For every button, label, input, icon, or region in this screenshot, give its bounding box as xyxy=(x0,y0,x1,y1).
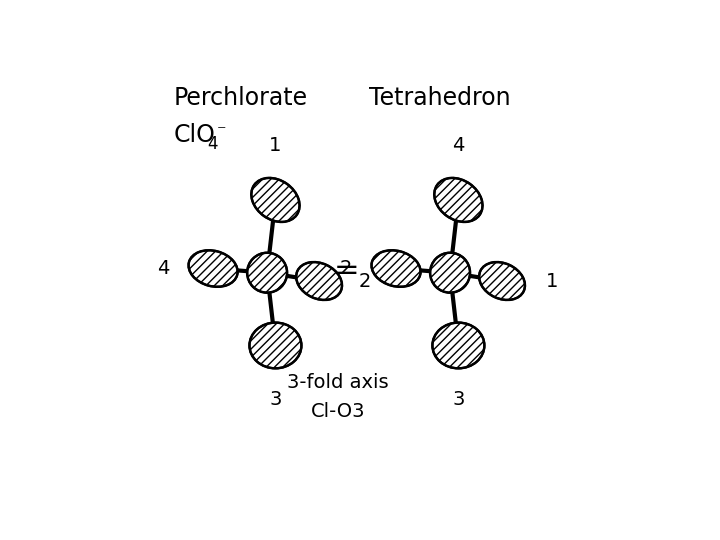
Text: =: = xyxy=(333,256,359,285)
Text: ClO: ClO xyxy=(174,123,215,147)
Text: Tetrahedron: Tetrahedron xyxy=(369,85,510,110)
Text: 2: 2 xyxy=(359,272,371,291)
Text: 3-fold axis: 3-fold axis xyxy=(287,373,389,393)
Ellipse shape xyxy=(247,253,287,293)
Ellipse shape xyxy=(372,251,420,287)
Ellipse shape xyxy=(249,322,302,368)
Text: 2: 2 xyxy=(340,259,352,278)
Text: 3: 3 xyxy=(269,390,282,409)
Text: 4: 4 xyxy=(207,136,218,153)
Text: 4: 4 xyxy=(157,259,169,278)
Text: 3: 3 xyxy=(452,390,464,409)
Text: ⁻: ⁻ xyxy=(217,123,226,141)
Ellipse shape xyxy=(251,178,300,222)
Text: Cl-O3: Cl-O3 xyxy=(310,402,365,422)
Text: Perchlorate: Perchlorate xyxy=(174,85,307,110)
Text: 4: 4 xyxy=(452,137,464,156)
Ellipse shape xyxy=(430,253,470,293)
Ellipse shape xyxy=(433,322,485,368)
Ellipse shape xyxy=(434,178,482,222)
Text: 1: 1 xyxy=(269,137,282,156)
Text: 1: 1 xyxy=(546,272,558,291)
Ellipse shape xyxy=(189,251,238,287)
Ellipse shape xyxy=(479,262,525,300)
Ellipse shape xyxy=(296,262,342,300)
